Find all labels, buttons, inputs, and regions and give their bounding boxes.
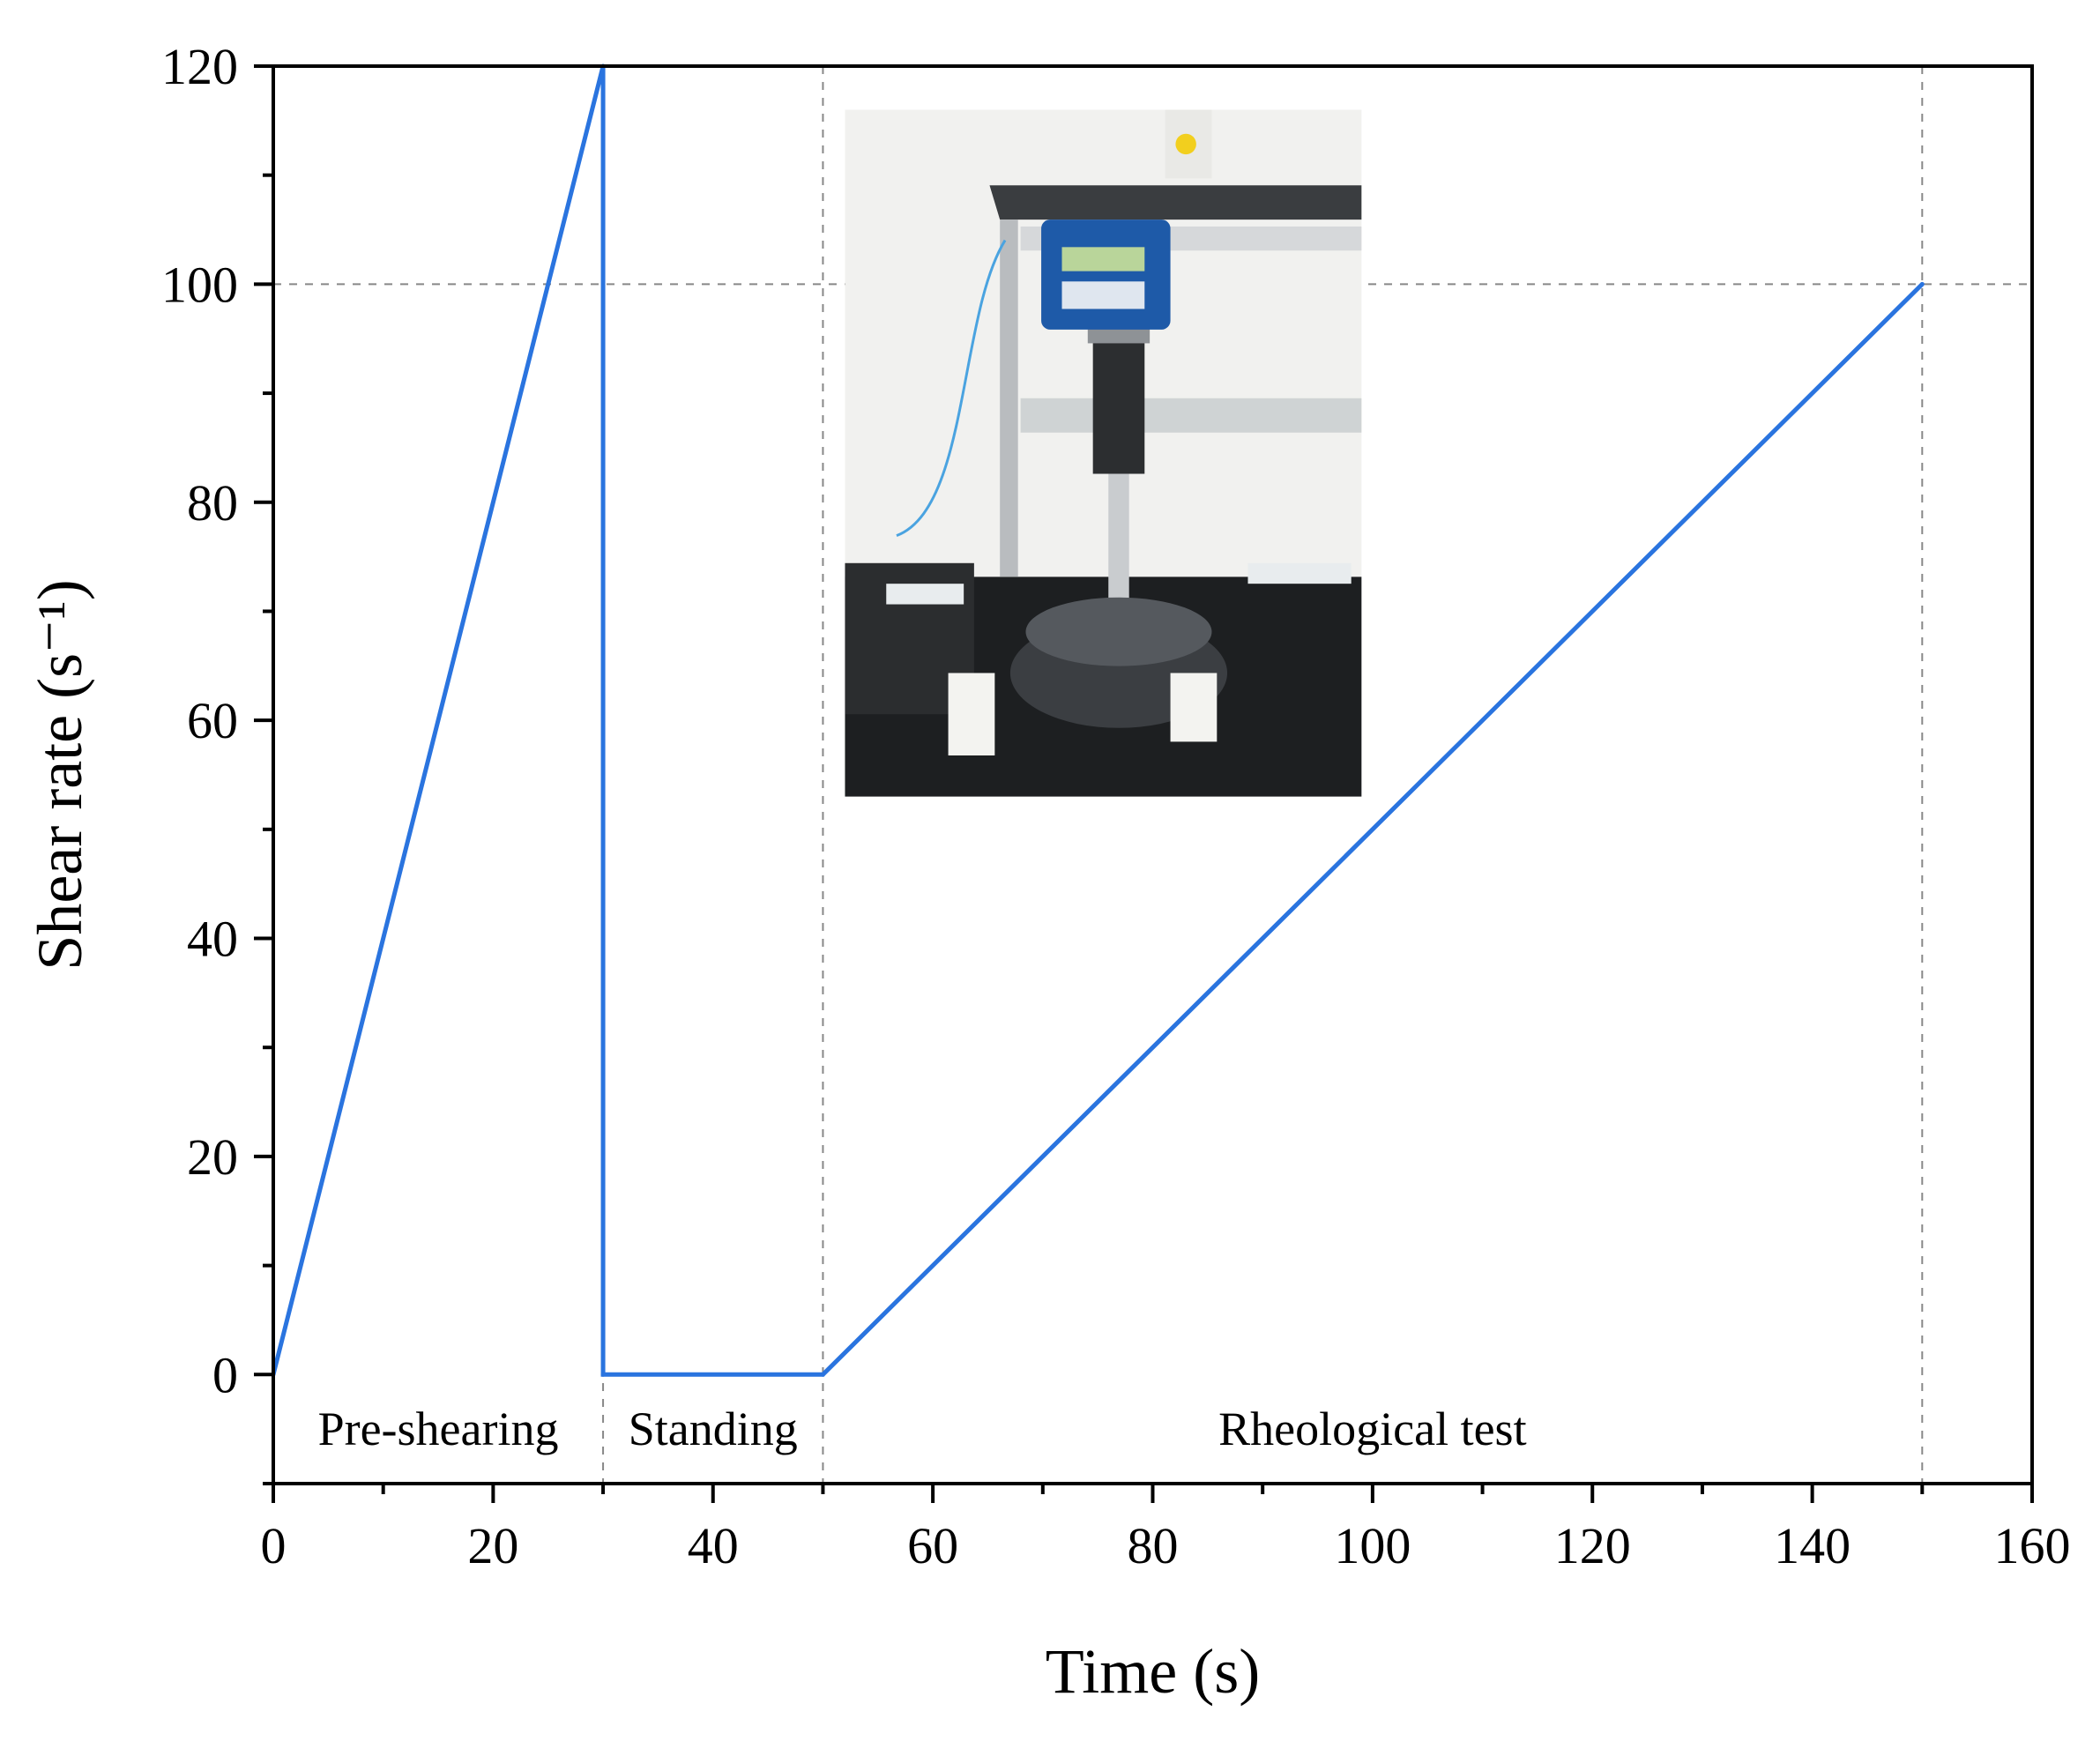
y-tick-label: 120 — [161, 38, 238, 95]
x-tick-label: 100 — [1334, 1517, 1411, 1574]
phase-label: Rheological test — [1218, 1402, 1526, 1455]
data-point-0-2 — [600, 1372, 606, 1377]
photo-lcd — [1061, 247, 1145, 272]
x-tick-label: 60 — [907, 1517, 958, 1574]
y-tick-label: 20 — [187, 1128, 238, 1186]
photo-keypad — [1061, 281, 1145, 309]
data-point-0-3 — [820, 1372, 825, 1377]
photo-power-strip-right — [1247, 562, 1352, 584]
x-tick-label: 0 — [261, 1517, 287, 1574]
x-tick-label: 40 — [688, 1517, 739, 1574]
phase-label: Pre-shearing — [318, 1402, 559, 1455]
photo-rail — [1020, 398, 1362, 433]
y-tick-label: 100 — [161, 256, 238, 313]
photo-rheometer-head — [1041, 219, 1171, 330]
x-tick-label: 80 — [1128, 1517, 1179, 1574]
y-tick-label: 40 — [187, 911, 238, 968]
phase-annotations: Pre-shearing Standing Rheological test — [318, 1402, 1527, 1455]
rheometer-photo-icon — [845, 109, 1362, 797]
photo-shelf-leg — [1000, 219, 1018, 577]
photo-vane — [1025, 597, 1212, 666]
axis-ticks — [254, 64, 2034, 1503]
x-tick-label: 120 — [1554, 1517, 1631, 1574]
data-point-0-4 — [1919, 281, 1925, 286]
photo-shelf — [989, 185, 1362, 220]
y-tick-label: 80 — [187, 474, 238, 532]
x-tick-label: 140 — [1774, 1517, 1851, 1574]
y-axis-label: Shear rate (s⁻¹) — [25, 579, 95, 970]
photo-stand-right — [1170, 673, 1218, 742]
photo-power-strip — [886, 584, 964, 605]
phase-label: Standing — [629, 1402, 798, 1455]
x-tick-label: 20 — [467, 1517, 518, 1574]
photo-cable — [896, 239, 1007, 538]
x-axis-label: Time (s) — [1046, 1636, 1260, 1707]
y-tick-label: 60 — [187, 692, 238, 749]
photo-sticker — [1175, 133, 1196, 155]
x-tick-label: 160 — [1994, 1517, 2071, 1574]
photo-spring — [1092, 336, 1145, 474]
axis-tick-labels: 0 20 40 60 80 100 120 140 160 0 20 40 60 80 100 120 — [161, 38, 2071, 1574]
y-tick-label: 0 — [212, 1346, 238, 1403]
photo-stand-left — [948, 673, 995, 755]
